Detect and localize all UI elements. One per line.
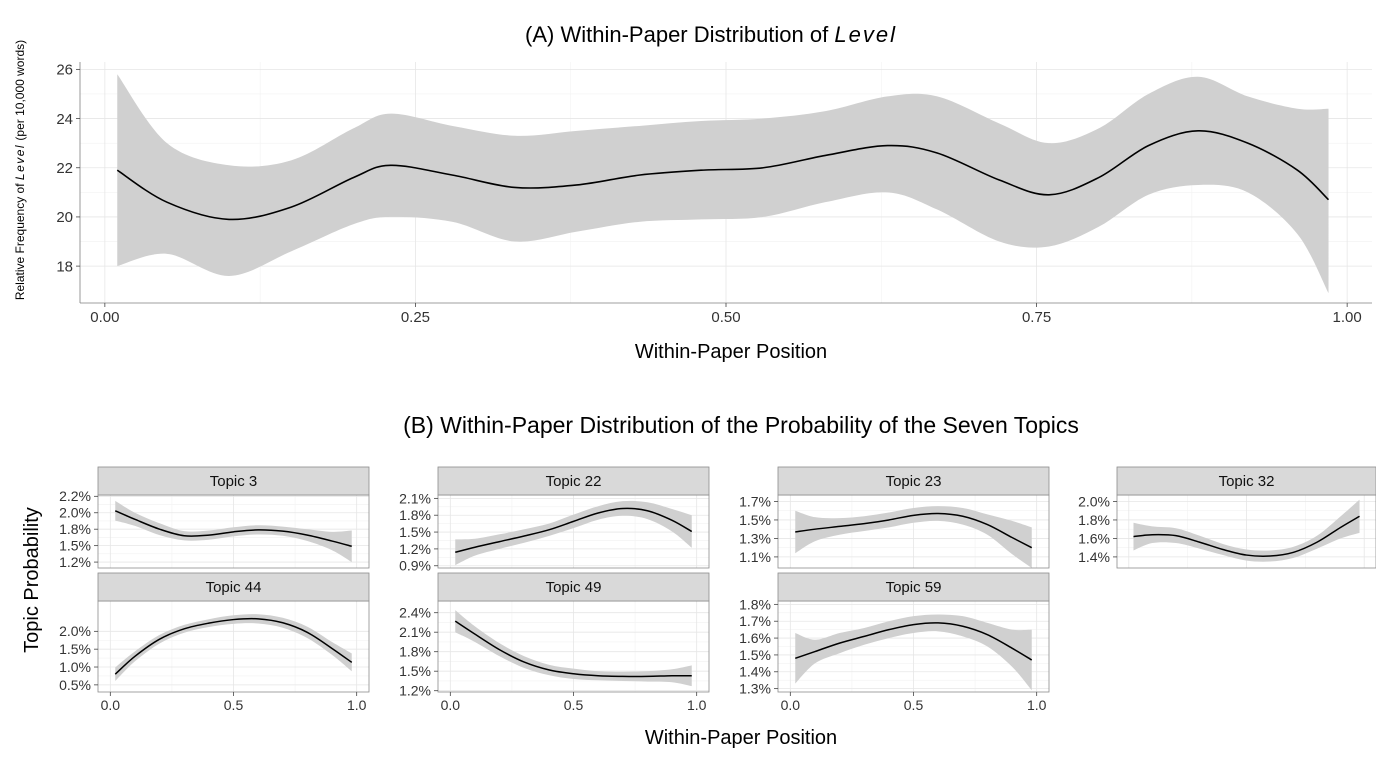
facet-topic-32-smooth-line — [1133, 515, 1360, 557]
facet-topic-44-x-tick-label: 1.0 — [347, 697, 367, 713]
facet-topic-22-y-tick-label: 0.9% — [399, 558, 431, 574]
facet-topic-59-y-tick-label: 1.7% — [739, 613, 771, 629]
facet-topic-59-x-tick-label: 0.5 — [904, 697, 924, 713]
facet-topic-59-y-tick-label: 1.6% — [739, 630, 771, 646]
facet-topic-44-y-tick-label: 2.0% — [59, 623, 91, 639]
panel-a-x-tick-label: 0.75 — [1022, 309, 1051, 326]
facet-topic-49-y-tick-label: 2.4% — [399, 605, 431, 621]
facet-topic-49-y-tick-label: 1.2% — [399, 683, 431, 699]
panel-a-xlabel: Within-Paper Position — [635, 341, 827, 363]
facet-topic-32-strip — [1116, 466, 1376, 496]
facet-topic-49-strip-label: Topic 49 — [546, 579, 602, 596]
facet-topic-22-y-tick-label: 2.1% — [399, 490, 431, 506]
facet-topic-59-confidence-band — [795, 614, 1032, 691]
panel-a: 18 20 22 24 26 0.00 0.25 0.50 0.75 1.00 — [56, 62, 1372, 326]
facet-topic-22-strip — [437, 466, 710, 496]
facet-topic-44-strip — [97, 572, 370, 602]
facet-topic-44-smooth-line — [114, 617, 353, 675]
facet-topic-3: 1.2%1.5%1.8%2.0%2.2% Topic 3 — [59, 466, 370, 570]
panel-a-x-tick-label: 0.25 — [401, 309, 430, 326]
facet-topic-44-strip-label: Topic 44 — [206, 579, 262, 596]
facet-topic-22-strip-label: Topic 22 — [546, 473, 602, 490]
facet-topic-3-strip — [97, 466, 370, 496]
facet-topic-23-y-tick-label: 1.7% — [739, 493, 771, 509]
facet-topic-49: 1.2% 1.5% 1.8% 2.1% 2.4% 0.0 0.5 1.0 Topic 49 — [399, 572, 710, 713]
panel-a-x-tick-label: 1.00 — [1333, 309, 1362, 326]
facet-topic-32: 1.4% 1.6% 1.8% 2.0% Topic 32 — [1078, 466, 1376, 569]
facet-topic-3-y-tick-label: 2.2% — [59, 488, 91, 504]
panel-b-ylabel: Topic Probability — [21, 507, 43, 653]
facet-topic-32-y-tick-label: 1.8% — [1078, 512, 1110, 528]
facet-topic-44-confidence-band — [115, 614, 352, 681]
facet-topic-3-strip-label: Topic 3 — [210, 473, 258, 490]
facet-topic-23: 1.1% 1.3% 1.5% 1.7% Topic 23 — [739, 466, 1050, 569]
panel-a-confidence-band — [117, 74, 1329, 294]
facet-topic-23-y-tick-label: 1.3% — [739, 530, 771, 546]
facet-topic-23-smooth-line — [795, 512, 1033, 549]
facet-topic-23-confidence-band — [795, 506, 1032, 568]
facet-topic-22-y-tick-label: 1.5% — [399, 524, 431, 540]
facet-topic-59-x-tick-label: 0.0 — [781, 697, 801, 713]
facet-topic-59-smooth-line — [795, 622, 1033, 661]
facet-topic-23-strip — [777, 466, 1050, 496]
facet-topic-32-y-tick-label: 1.6% — [1078, 530, 1110, 546]
facet-topic-59-strip-label: Topic 59 — [886, 579, 942, 596]
facet-topic-59-y-tick-label: 1.8% — [739, 596, 771, 612]
facet-topic-32-y-tick-label: 1.4% — [1078, 549, 1110, 565]
facet-topic-3-y-tick-label: 2.0% — [59, 505, 91, 521]
facet-topic-59-strip — [777, 572, 1050, 602]
panel-b-title: (B) Within-Paper Distribution of the Pro… — [403, 412, 1079, 438]
facet-topic-44-y-tick-label: 1.5% — [59, 641, 91, 657]
facet-topic-22-y-tick-label: 1.8% — [399, 507, 431, 523]
facet-topic-59-y-tick-label: 1.5% — [739, 647, 771, 663]
facet-topic-32-confidence-band — [1133, 499, 1360, 562]
panel-a-title: (A) Within-Paper Distribution of Level — [525, 22, 897, 47]
facet-topic-22: 0.9%1.2%1.5%1.8%2.1% Topic 22 — [399, 466, 710, 574]
panel-a-y-tick-label: 24 — [56, 111, 73, 128]
facet-topic-22-smooth-line — [455, 507, 693, 554]
facet-topic-3-smooth-line — [114, 510, 352, 548]
panel-a-y-tick-label: 20 — [56, 209, 73, 226]
panel-a-y-tick-label: 26 — [56, 62, 73, 79]
facet-topic-49-x-tick-label: 1.0 — [687, 697, 707, 713]
facet-topic-3-y-tick-label: 1.2% — [59, 554, 91, 570]
panel-a-smooth-line — [116, 130, 1330, 221]
facet-topic-49-strip — [437, 572, 710, 602]
facet-topic-44-x-tick-label: 0.0 — [101, 697, 121, 713]
facet-topic-44: 0.5% 1.0% 1.5% 2.0% 0.0 0.5 1.0 Topic 44 — [59, 572, 370, 713]
facet-topic-49-x-tick-label: 0.5 — [564, 697, 584, 713]
facet-topic-23-y-tick-label: 1.5% — [739, 512, 771, 528]
facet-topic-23-strip-label: Topic 23 — [886, 473, 942, 490]
facet-topic-44-x-tick-label: 0.5 — [224, 697, 244, 713]
panel-b-xlabel: Within-Paper Position — [645, 727, 837, 749]
panel-a-y-tick-label: 18 — [56, 258, 73, 275]
facet-topic-49-x-tick-label: 0.0 — [441, 697, 461, 713]
panel-a-y-tick-label: 22 — [56, 160, 73, 177]
panel-a-ylabel: Relative Frequency of Level (per 10,000 … — [13, 40, 27, 300]
facet-topic-49-confidence-band — [455, 610, 692, 687]
facet-topic-49-y-tick-label: 1.8% — [399, 644, 431, 660]
facet-topic-3-y-tick-label: 1.5% — [59, 538, 91, 554]
facet-topic-44-y-tick-label: 1.0% — [59, 659, 91, 675]
panel-a-x-tick-label: 0.50 — [711, 309, 740, 326]
facet-topic-49-y-tick-label: 1.5% — [399, 663, 431, 679]
facet-topic-44-y-tick-label: 0.5% — [59, 677, 91, 693]
facet-topic-32-strip-label: Topic 32 — [1219, 473, 1275, 490]
facet-topic-22-y-tick-label: 1.2% — [399, 541, 431, 557]
facet-topic-59: 1.3%1.4%1.5%1.6%1.7%1.8% 0.0 0.5 1.0 Topic 5… — [739, 572, 1050, 713]
facet-topic-3-y-tick-label: 1.8% — [59, 521, 91, 537]
facet-topic-23-y-tick-label: 1.1% — [739, 549, 771, 565]
facet-topic-49-y-tick-label: 2.1% — [399, 624, 431, 640]
facet-topic-32-y-tick-label: 2.0% — [1078, 493, 1110, 509]
facet-topic-59-y-tick-label: 1.4% — [739, 664, 771, 680]
facet-topic-59-y-tick-label: 1.3% — [739, 681, 771, 697]
panel-a-x-tick-label: 0.00 — [90, 309, 119, 326]
facet-topic-59-x-tick-label: 1.0 — [1027, 697, 1047, 713]
facet-topic-49-smooth-line — [454, 620, 692, 678]
